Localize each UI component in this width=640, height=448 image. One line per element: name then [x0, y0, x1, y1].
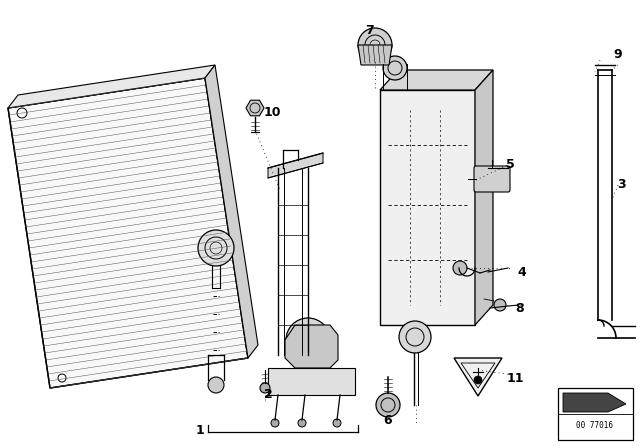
Text: 1: 1 — [196, 423, 204, 436]
Polygon shape — [285, 325, 338, 368]
Circle shape — [271, 419, 279, 427]
Text: 4: 4 — [518, 266, 526, 279]
Circle shape — [376, 393, 400, 417]
Bar — [558, 388, 633, 440]
Circle shape — [474, 376, 482, 384]
Text: 6: 6 — [384, 414, 392, 426]
Circle shape — [260, 383, 270, 393]
Polygon shape — [246, 100, 264, 116]
Polygon shape — [358, 45, 392, 65]
Circle shape — [358, 28, 392, 62]
Circle shape — [208, 377, 224, 393]
Circle shape — [298, 419, 306, 427]
Text: 9: 9 — [614, 48, 622, 61]
Polygon shape — [268, 368, 355, 395]
Text: 8: 8 — [516, 302, 524, 314]
Polygon shape — [8, 65, 215, 108]
Polygon shape — [268, 153, 323, 178]
Circle shape — [198, 230, 234, 266]
Circle shape — [383, 56, 407, 80]
Circle shape — [494, 299, 506, 311]
Text: 10: 10 — [263, 105, 281, 119]
Polygon shape — [563, 393, 626, 412]
Polygon shape — [205, 65, 258, 358]
Text: 2: 2 — [264, 388, 273, 401]
Text: 00 77016: 00 77016 — [577, 422, 614, 431]
Text: 7: 7 — [365, 23, 374, 36]
Polygon shape — [475, 70, 493, 325]
FancyBboxPatch shape — [474, 166, 510, 192]
Text: 11: 11 — [506, 371, 524, 384]
Circle shape — [286, 318, 330, 362]
Text: 3: 3 — [618, 178, 627, 191]
Circle shape — [333, 419, 341, 427]
Polygon shape — [8, 78, 248, 388]
Polygon shape — [380, 90, 475, 325]
Polygon shape — [380, 70, 493, 90]
Polygon shape — [454, 358, 502, 396]
Text: 5: 5 — [506, 159, 515, 172]
Circle shape — [399, 321, 431, 353]
Circle shape — [453, 261, 467, 275]
